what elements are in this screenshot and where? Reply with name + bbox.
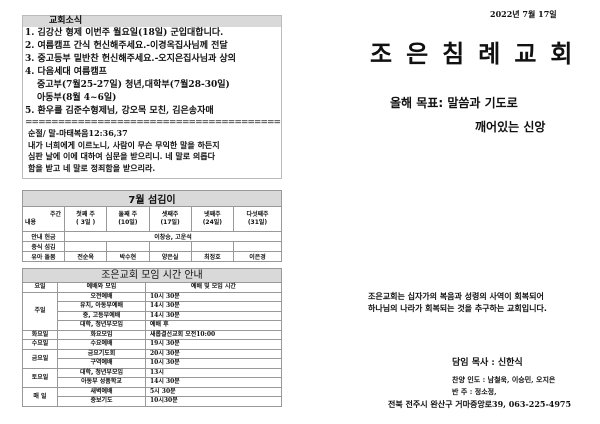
row-label: 유아 돌봄: [22, 251, 65, 262]
news-item: 중고부(7월25-27일) 청년,대학부(7월28-30일): [37, 80, 230, 90]
day-cell: 금요일: [22, 348, 58, 369]
meeting-name: 수요예배: [57, 339, 146, 350]
meeting-time: 14시 30분: [145, 301, 282, 312]
address: 전북 전주시 완산구 거마중앙로39, 063-225-4975: [388, 399, 572, 409]
meeting-time: 예배 후: [145, 320, 282, 331]
verse-reference: 순절/ 말-마태복음12:36,37: [28, 128, 128, 138]
week-header: 다섯째주 (31일): [233, 206, 282, 232]
week-header: 넷째주 (24일): [190, 206, 235, 232]
cell: 이창승, 고운석: [64, 231, 282, 242]
cell: 양은실: [148, 251, 192, 262]
meeting-name: 아동부 성품학교: [57, 377, 146, 388]
meeting-row: 토요일 대학, 청년부모임 13시: [22, 367, 282, 388]
week-header: 둘째 주 (10일): [106, 206, 150, 232]
meeting-row: 수요일 수요예배 19시 30분: [22, 339, 282, 350]
meeting-time: 10시 30분: [145, 358, 282, 369]
mission-line: 하나님의 나라가 회복되는 것을 추구하는 교회입니다.: [368, 304, 547, 313]
news-item: 3. 중고등부 밑반찬 헌신해주세요.-오지은집사님과 상의: [25, 54, 236, 64]
meeting-row: 금요일 금요기도회 20시 30분: [22, 348, 282, 369]
corner-bottom: 내용: [25, 219, 37, 226]
pastor: 담임 목사 : 신한식: [452, 358, 523, 368]
meeting-row: 화요일 화요모임 새롭결선교회 오전10:00: [22, 329, 282, 340]
meeting-name: 화요모임: [57, 329, 146, 340]
year-goal-cont: 깨어있는 신앙: [475, 120, 546, 134]
year-goal: 올해 목표: 말씀과 기도로: [390, 96, 518, 110]
meeting-time: 14시 30분: [145, 377, 282, 388]
header-cell: 요일: [22, 282, 58, 293]
mission-line: 조은교회는 십자가의 복음과 성령의 사역이 회복되어: [368, 292, 544, 301]
row-label: 안내 헌금: [22, 231, 65, 242]
meeting-row: 구역예배 10시 30분: [23, 358, 282, 369]
cell: [190, 241, 235, 252]
news-item: 2. 여름캠프 간식 헌신해주세요.-이경옥집사님께 전달: [25, 41, 228, 51]
meeting-time: 14시 30분: [145, 310, 282, 321]
church-name: 조은침례교회: [370, 40, 587, 68]
week-header: 셋째주 (17일): [148, 206, 192, 232]
day-cell: 주일: [22, 291, 58, 331]
meeting-row: 아동부 성품학교 14시 30분: [23, 377, 282, 388]
verse-line: 내가 너희에게 이르노니, 사람이 무슨 무익한 말을 하든지: [28, 139, 220, 150]
meeting-row: 매 일 새벽예배 5시 30분: [22, 386, 282, 407]
news-item: 아동부(8월 4~6일): [37, 93, 117, 103]
meeting-title: 조은교회 모임 시간 안내: [22, 268, 282, 283]
meeting-time: 20시 30분: [145, 348, 282, 359]
meeting-name: 금요기도회: [57, 348, 146, 359]
cell: [233, 241, 282, 252]
cell: 이은경: [233, 251, 282, 262]
day-cell: 매 일: [22, 386, 58, 407]
meeting-name: 중보기도: [57, 396, 146, 407]
cell: [148, 241, 192, 252]
verse-line: 심판 날에 이에 대하여 심문을 받으리니. 네 말로 의롭다: [28, 151, 215, 161]
cell: 최정호: [190, 251, 235, 262]
meeting-time: 13시: [145, 367, 282, 378]
church-news-box: 교회소식 1. 김강산 형제 이번주 월요일(18일) 군입대합니다. 2. 여…: [22, 15, 282, 179]
meeting-times-table: 조은교회 모임 시간 안내 요일 예배와 모임 예배 및 모임 시간 주일 오전예배 1…: [22, 268, 282, 407]
meeting-name: 대학, 청년부모임: [57, 320, 146, 331]
cell: 전순옥: [63, 251, 108, 262]
meeting-name: 새벽예배: [57, 386, 146, 397]
corner-cell: 주간 내용: [22, 206, 65, 232]
worship-leaders: 찬양 인도 : 남철욱, 이승민, 오지은: [452, 375, 556, 384]
corner-top: 주간: [49, 211, 61, 218]
meeting-name: 유치, 아동부예배: [57, 301, 146, 312]
verse-line: 함을 받고 네 말로 정죄함을 받으리라.: [28, 162, 156, 173]
meeting-time: 10시 30분: [145, 291, 282, 302]
news-item: 1. 김강산 형제 이번주 월요일(18일) 군입대합니다.: [25, 28, 224, 38]
meeting-time: 새롭결선교회 오전10:00: [145, 329, 282, 340]
day-cell: 수요일: [22, 339, 58, 350]
header-cell: 예배와 모임: [57, 282, 146, 293]
meeting-row: 중보기도 10시30분: [23, 396, 282, 407]
meeting-time: 19시 30분: [145, 339, 282, 350]
meeting-row: 유치, 아동부예배 14시 30분: [23, 301, 282, 312]
meeting-name: 중, 고등부예배: [57, 310, 146, 321]
week-header: 첫째 주( 3일 ): [63, 206, 108, 232]
bulletin-date: 2022년 7월 17일: [490, 9, 557, 19]
day-cell: 토요일: [22, 367, 58, 388]
header-cell: 예배 및 모임 시간: [145, 282, 282, 293]
meeting-row: 주일 오전예배 10시 30분: [22, 291, 282, 331]
cell: 박수현: [106, 251, 150, 262]
row-label: 중식 섬김: [22, 241, 65, 252]
meeting-row: 중, 고등부예배 14시 30분: [23, 310, 282, 321]
service-table: 7월 섬김이 주간 내용 첫째 주( 3일 ) 둘째 주 (10일) 셋째주 (17…: [22, 190, 282, 262]
accompanist: 반 주 : 정소정,: [452, 387, 497, 396]
meeting-time: 10시30분: [145, 396, 282, 407]
news-title: 교회소식: [23, 16, 281, 27]
news-item: 5. 환우를 김준수형제님, 강오목 모친, 김은송자매: [25, 106, 214, 116]
service-title: 7월 섬김이: [22, 190, 282, 207]
meeting-name: 구역예배: [57, 358, 146, 369]
meeting-time: 5시 30분: [145, 386, 282, 397]
mission-statement: 조은교회는 십자가의 복음과 성령의 사역이 회복되어 하나님의 나라가 회복되…: [368, 291, 547, 315]
meeting-name: 대학, 청년부모임: [57, 367, 146, 378]
separator: ========================================…: [25, 118, 281, 128]
meeting-row: 대학, 청년부모임 예배 후: [23, 320, 282, 331]
news-item: 4. 다음세대 여름캠프: [25, 67, 107, 77]
cell: [106, 241, 150, 252]
day-cell: 화요일: [22, 329, 58, 340]
meeting-name: 오전예배: [57, 291, 146, 302]
cell: [63, 241, 108, 252]
